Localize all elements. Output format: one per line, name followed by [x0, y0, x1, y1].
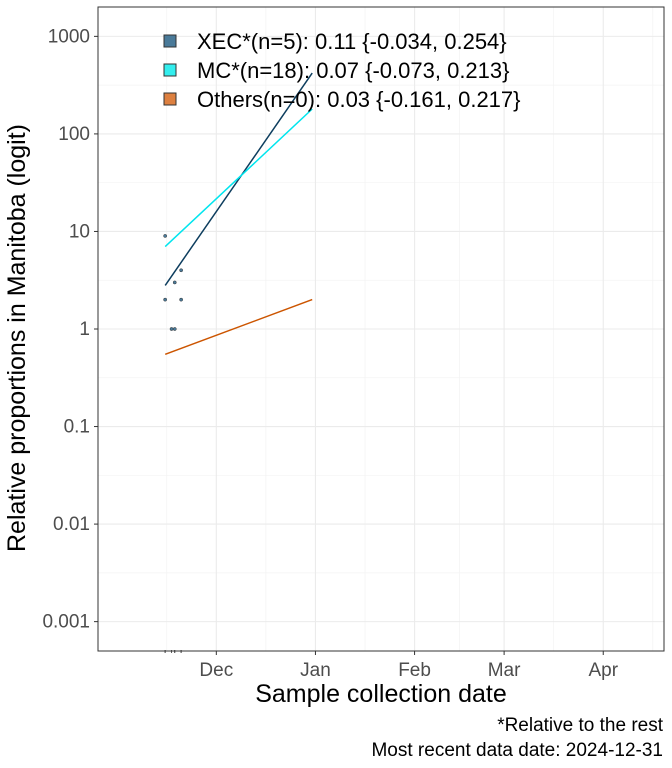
caption-line-1: *Relative to the rest: [497, 715, 664, 736]
legend-label-0: XEC*(n=5): 0.11 {-0.034, 0.254}: [197, 29, 507, 54]
grid-major: [98, 7, 664, 651]
series-2-fit-line: [164, 298, 313, 356]
x-tick-labels: Dec Jan Feb Mar Apr: [199, 660, 618, 681]
series-0-point: [179, 297, 183, 302]
x-tick-label: Feb: [398, 660, 431, 681]
legend: XEC*(n=5): 0.11 {-0.034, 0.254} MC*(n=18)…: [163, 29, 521, 112]
axis-ticks: [94, 35, 604, 655]
x-tick-label: Mar: [488, 660, 521, 681]
legend-key-1: [163, 63, 177, 77]
y-axis-title: Relative proportions in Manitoba (logit): [3, 124, 31, 552]
legend-label-2: Others(n=0): 0.03 {-0.161, 0.217}: [197, 87, 521, 112]
y-tick-label: 10: [69, 221, 90, 242]
y-tick-label: 0.01: [53, 514, 90, 535]
caption-line-2: Most recent data date: 2024-12-31: [371, 740, 663, 761]
y-tick-label: 1: [79, 319, 90, 340]
x-tick-label: Apr: [588, 660, 618, 681]
x-tick-label: Dec: [199, 660, 233, 681]
series-0-point: [169, 327, 174, 331]
series-1-fit-line: [164, 108, 313, 248]
legend-key-2: [163, 92, 177, 106]
y-tick-labels: 0.001 0.01 0.1 1 10 100 1000: [42, 26, 90, 632]
series-0-point: [179, 268, 183, 273]
legend-key-0: [163, 34, 177, 48]
y-tick-label: 1000: [48, 26, 90, 47]
series-0-point: [163, 234, 168, 238]
x-axis-title: Sample collection date: [255, 680, 507, 708]
series-0-point: [172, 327, 177, 331]
y-tick-label: 0.1: [64, 417, 90, 438]
y-tick-label: 100: [58, 124, 90, 145]
legend-label-1: MC*(n=18): 0.07 {-0.073, 0.213}: [197, 58, 510, 83]
series-0-point: [172, 280, 177, 285]
series-0-fit-line: [164, 72, 313, 286]
chart-marks: [163, 72, 313, 356]
x-tick-label: Jan: [300, 660, 331, 681]
y-tick-label: 0.001: [42, 612, 90, 633]
series-0-point: [163, 297, 168, 302]
x-rug: [164, 650, 182, 653]
